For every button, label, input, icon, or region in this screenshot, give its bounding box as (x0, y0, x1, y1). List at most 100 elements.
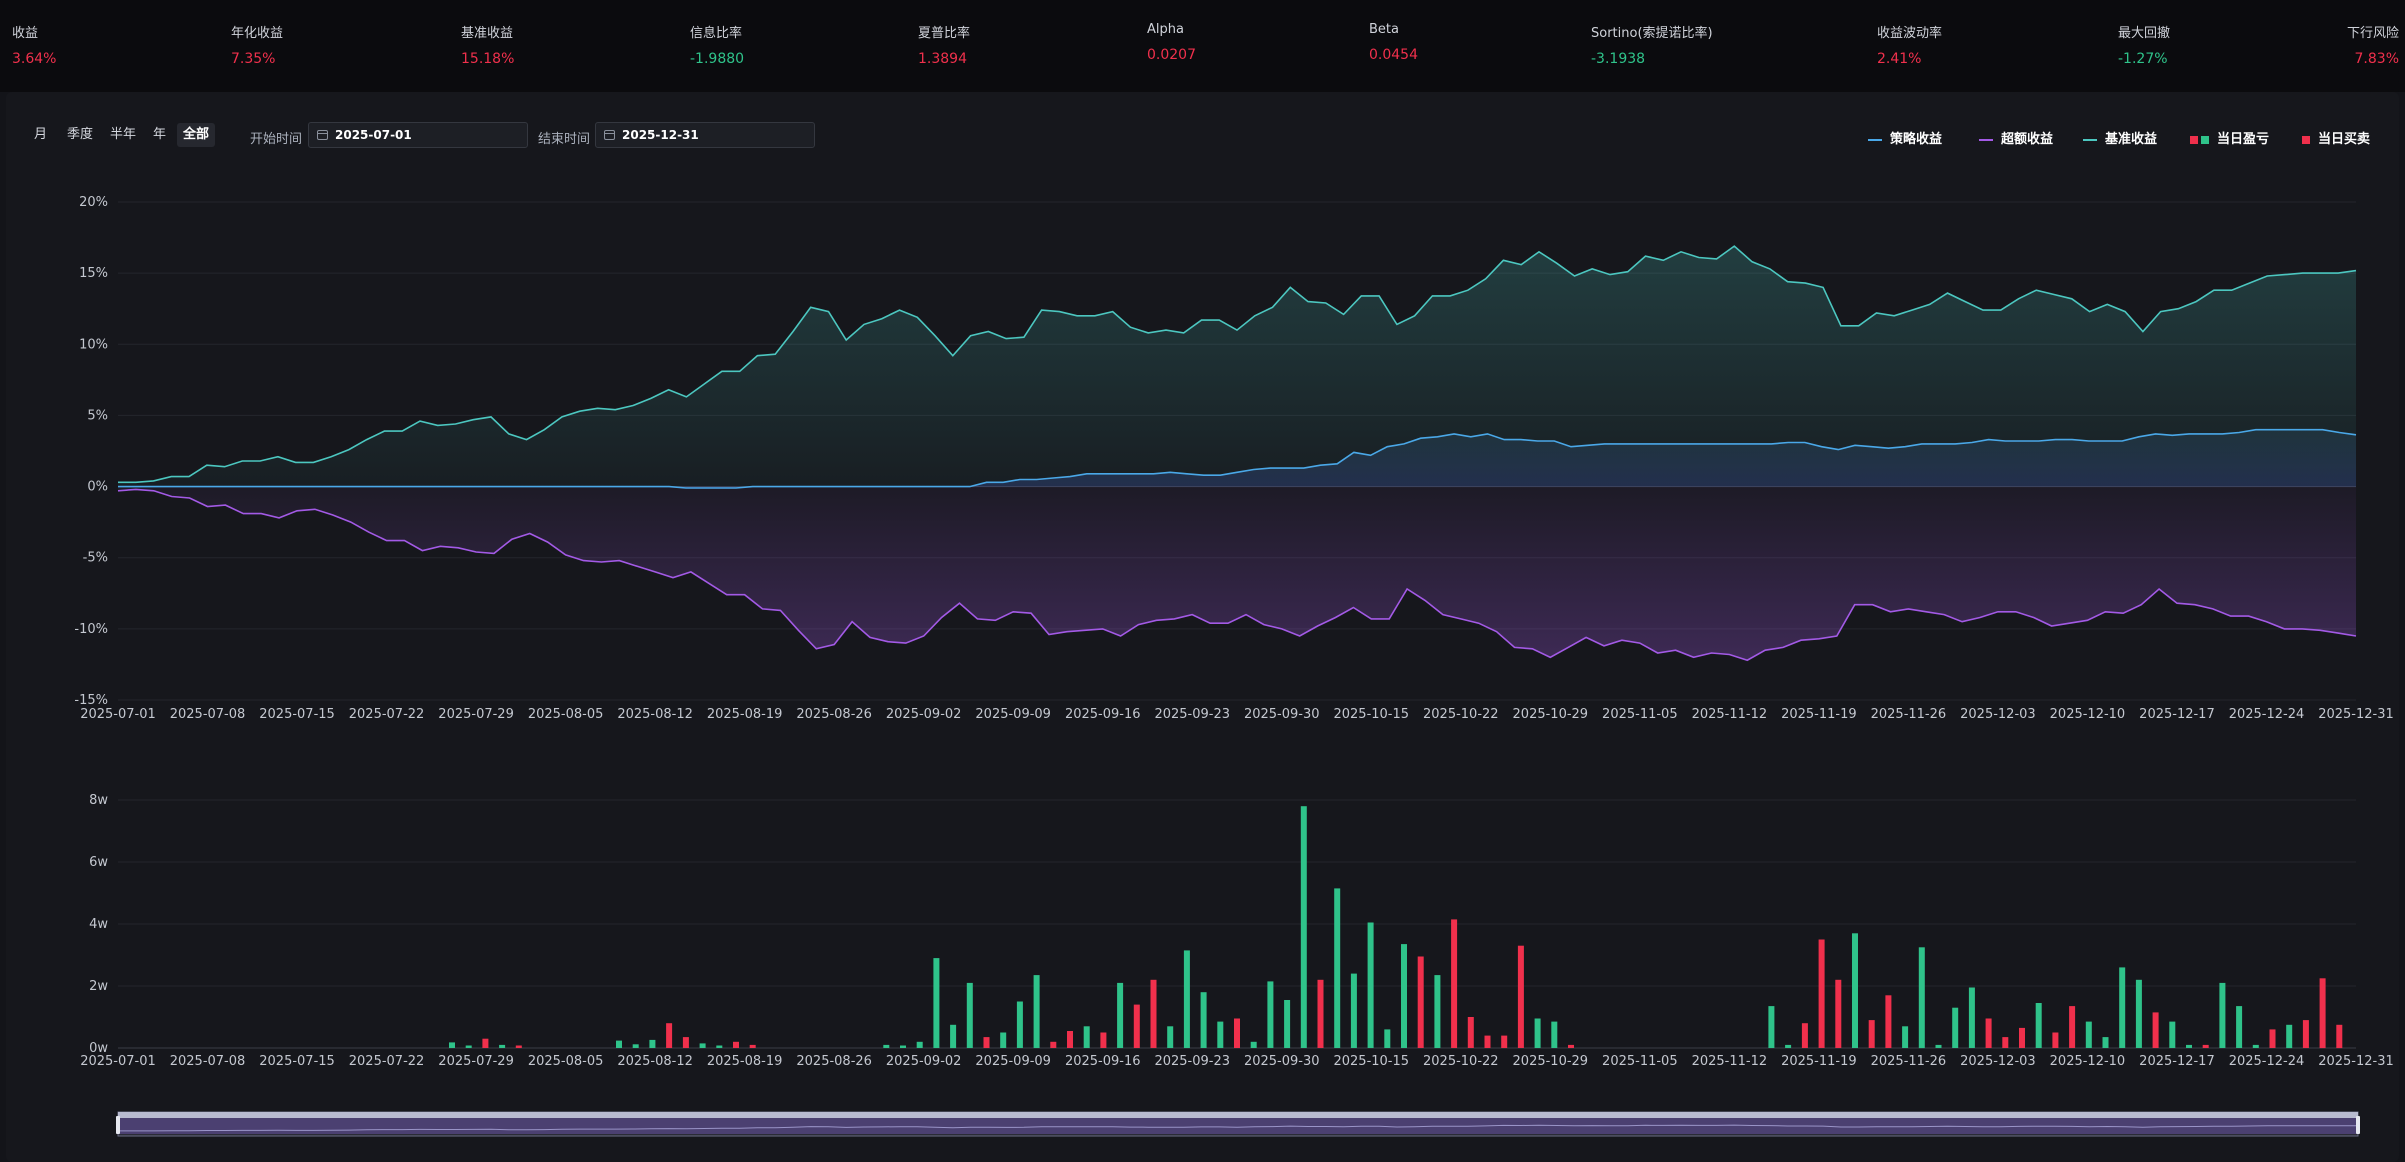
x-tick-label: 2025-11-19 (1781, 1054, 1857, 1069)
y-tick-label: 0% (87, 480, 108, 495)
daily-bar (2052, 1032, 2059, 1048)
daily-bar (1133, 1004, 1140, 1048)
start-date-value: 2025-07-01 (335, 128, 412, 142)
x-tick-label: 2025-12-31 (2318, 707, 2394, 722)
legend-label: 策略收益 (1890, 132, 1943, 147)
x-tick-label: 2025-09-02 (886, 1054, 962, 1069)
end-date-input[interactable]: 2025-12-31 (595, 122, 815, 148)
excess-area (118, 486, 2356, 661)
performance-chart: 20%15%10%5%0%-5%-10%-15%2025-07-01 2025-0… (74, 195, 2394, 1137)
x-tick-label: 2025-12-10 (2050, 1054, 2126, 1069)
daily-bar (966, 982, 973, 1048)
stat-value: 2.41% (1877, 51, 1922, 67)
stat-value: 1.3894 (918, 51, 967, 67)
y-tick-label: 8w (89, 793, 108, 808)
legend-item[interactable]: 基准收益 (2083, 128, 2157, 147)
period-button[interactable]: 半年 (110, 127, 137, 142)
daily-bar (2069, 1006, 2076, 1048)
legend-item[interactable]: 当日买卖 (2302, 128, 2370, 147)
stat-value: -3.1938 (1591, 51, 1646, 67)
stat-label: 基准收益 (461, 26, 514, 41)
stat-value: 0.0454 (1369, 47, 1418, 63)
x-tick-label: 2025-11-12 (1692, 1054, 1768, 1069)
daily-bar (1517, 945, 1524, 1048)
period-button[interactable]: 全部 (177, 123, 216, 147)
stat-value: 0.0207 (1147, 47, 1196, 63)
daily-bar (465, 1045, 472, 1048)
daily-bar (1768, 1006, 1775, 1048)
x-tick-label: 2025-08-19 (707, 707, 783, 722)
x-tick-label: 2025-09-30 (1244, 1054, 1320, 1069)
daily-bar (2102, 1037, 2109, 1048)
legend-square-marker (2190, 135, 2198, 144)
y-tick-label: -10% (74, 622, 108, 637)
x-tick-label: 2025-07-22 (349, 707, 425, 722)
x-tick-label: 2025-07-08 (170, 707, 246, 722)
stat-label: 信息比率 (690, 26, 743, 41)
legend-square-marker (2302, 135, 2310, 144)
benchmark-return-line (118, 245, 2357, 484)
x-tick-label: 2025-11-05 (1602, 707, 1678, 722)
daily-bar (1885, 995, 1892, 1048)
daily-bar (649, 1039, 656, 1048)
toolbar: 开始时间 2025-07-01 结束时间 2025-12-31 月 季度 半年 年全部… (6, 92, 2399, 182)
daily-bar (1050, 1041, 1057, 1048)
legend-item[interactable]: 策略收益 (1868, 128, 1942, 147)
daily-bar (716, 1045, 723, 1048)
x-tick-label: 2025-09-02 (886, 707, 962, 722)
benchmark-area (118, 246, 2356, 487)
legend-label: 当日盈亏 (2217, 132, 2270, 147)
period-button[interactable]: 年 (153, 127, 167, 142)
daily-bar (2302, 1020, 2309, 1048)
x-tick-label: 2025-07-15 (259, 707, 335, 722)
stat-value: 3.64% (12, 51, 57, 67)
daily-bar (2119, 967, 2126, 1048)
daily-bar (1217, 1021, 1224, 1048)
legend-item[interactable]: 超额收益 (1979, 128, 2053, 147)
daily-bar (1250, 1041, 1257, 1048)
daily-bar (983, 1037, 990, 1048)
daily-bar (2286, 1024, 2293, 1049)
legend-label: 当日买卖 (2318, 132, 2371, 147)
x-tick-label: 2025-12-24 (2229, 1054, 2305, 1069)
legend-item[interactable]: 当日盈亏 (2190, 128, 2269, 147)
daily-bar (699, 1043, 706, 1048)
daily-bar (2085, 1021, 2092, 1048)
stat-item: Sortino(索提诺比率) -3.1938 (1591, 22, 1713, 67)
range-slider-end-handle[interactable] (2356, 1116, 2360, 1134)
y-tick-label: 20% (79, 195, 108, 210)
daily-bar (1551, 1021, 1558, 1048)
x-tick-label: 2025-08-05 (528, 707, 604, 722)
daily-bar (1785, 1044, 1792, 1048)
x-tick-label: 2025-11-19 (1781, 707, 1857, 722)
daily-bar (1033, 975, 1040, 1048)
strategy-area (118, 429, 2356, 488)
daily-bar (1267, 981, 1274, 1048)
x-tick-label: 2025-09-23 (1154, 1054, 1230, 1069)
period-button[interactable]: 季度 (67, 127, 94, 142)
daily-bar (632, 1044, 639, 1048)
daily-bar (950, 1024, 957, 1049)
excess-return-line (117, 488, 2357, 662)
x-tick-label: 2025-09-16 (1065, 1054, 1141, 1069)
x-tick-label: 2025-10-29 (1513, 1054, 1589, 1069)
x-tick-label: 2025-08-19 (707, 1054, 783, 1069)
daily-bar (1384, 1029, 1391, 1048)
legend-line-marker (1868, 138, 1882, 141)
daily-bar (1067, 1031, 1073, 1048)
daily-bar (749, 1044, 756, 1048)
x-tick-label: 2025-08-12 (617, 1054, 693, 1069)
start-date-input[interactable]: 2025-07-01 (308, 122, 528, 148)
range-slider-start-handle[interactable] (116, 1116, 120, 1134)
stat-item: 年化收益 7.35% (231, 22, 283, 67)
x-tick-label: 2025-07-15 (259, 1054, 335, 1069)
legend-line-marker (2083, 138, 2097, 141)
daily-bar (900, 1045, 906, 1048)
period-button[interactable]: 月 (34, 127, 48, 142)
daily-bar (2169, 1021, 2176, 1048)
x-tick-label: 2025-09-16 (1065, 707, 1141, 722)
daily-bar (1968, 987, 1975, 1048)
daily-bar (733, 1041, 739, 1048)
stat-item: 信息比率 -1.9880 (690, 22, 744, 67)
daily-bar (2135, 979, 2142, 1048)
